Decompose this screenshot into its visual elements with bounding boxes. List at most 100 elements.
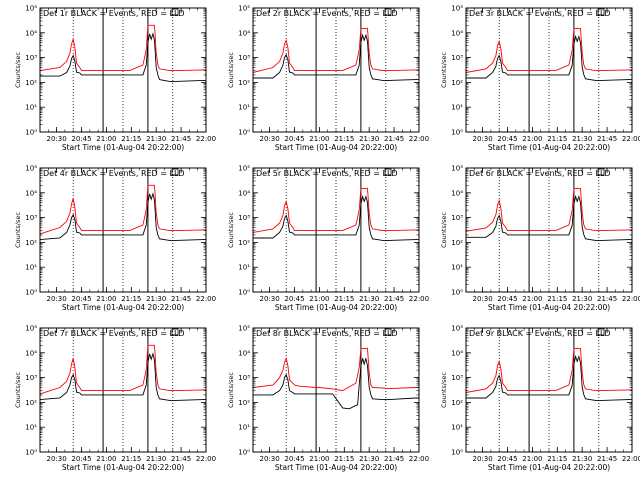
y-axis-label: Counts/sec (440, 52, 448, 88)
x-tick-label: 21:45 (384, 295, 404, 303)
y-tick-label: 10⁵ (25, 5, 37, 13)
y-tick-label: 10⁵ (238, 165, 250, 173)
panel-title: Det 2r BLACK = Events, RED = LLD (256, 9, 398, 18)
panel-title: Det 3r BLACK = Events, RED = LLD (469, 9, 611, 18)
y-tick-label: 10⁴ (451, 29, 463, 37)
y-tick-label: 10¹ (451, 424, 463, 432)
y-tick-label: 10⁵ (25, 165, 37, 173)
x-tick-label: 20:30 (473, 455, 493, 463)
x-tick-label: 22:00 (196, 455, 216, 463)
x-tick-label: 21:00 (309, 455, 329, 463)
x-axis-label: Start Time (01-Aug-04 20:22:00) (275, 143, 397, 152)
x-tick-label: 21:15 (334, 455, 354, 463)
panel-det-1: Det 1r BLACK = Events, RED = LLD 10⁰ 10¹ 10… (14, 5, 216, 153)
y-tick-label: 10⁰ (238, 129, 250, 137)
panel-title: Det 9r BLACK = Events, RED = LLD (469, 329, 611, 338)
x-tick-label: 20:45 (284, 455, 304, 463)
y-axis-label: Counts/sec (14, 212, 22, 248)
x-tick-label: 21:00 (96, 135, 116, 143)
y-tick-label: 10⁰ (238, 289, 250, 297)
y-tick-label: 10⁴ (451, 349, 463, 357)
x-tick-label: 22:00 (409, 135, 429, 143)
y-tick-label: 10¹ (238, 104, 250, 112)
y-tick-label: 10³ (451, 214, 463, 222)
lld-series-line (39, 184, 206, 235)
y-tick-label: 10² (238, 79, 250, 87)
y-tick-label: 10⁰ (238, 449, 250, 457)
x-tick-label: 20:45 (497, 135, 517, 143)
y-tick-label: 10⁴ (25, 349, 37, 357)
legend-box (597, 328, 605, 336)
x-tick-label: 21:15 (121, 455, 141, 463)
y-tick-label: 10⁴ (451, 189, 463, 197)
y-axis-label: Counts/sec (440, 372, 448, 408)
x-tick-label: 20:30 (260, 455, 280, 463)
x-tick-label: 21:30 (572, 455, 592, 463)
panel-det-2: Det 2r BLACK = Events, RED = LLD 10⁰ 10¹ 10… (227, 5, 429, 153)
y-tick-label: 10² (238, 399, 250, 407)
y-tick-label: 10⁰ (25, 289, 37, 297)
panel-title: Det 4r BLACK = Events, RED = LLD (43, 169, 185, 178)
events-series-line (39, 352, 206, 401)
panel-det-6: Det 6r BLACK = Events, RED = LLD 10⁰ 10¹ 10… (440, 165, 640, 313)
panel-det-3: Det 3r BLACK = Events, RED = LLD 10⁰ 10¹ 10… (440, 5, 640, 153)
x-tick-label: 22:00 (409, 295, 429, 303)
x-tick-label: 21:45 (597, 135, 617, 143)
panel-det-5: Det 5r BLACK = Events, RED = LLD 10⁰ 10¹ 10… (227, 165, 429, 313)
y-tick-label: 10⁰ (451, 449, 463, 457)
events-series-line (466, 34, 632, 81)
x-tick-label: 21:30 (572, 295, 592, 303)
panel-title: Det 8r BLACK = Events, RED = LLD (256, 329, 398, 338)
y-tick-label: 10⁰ (25, 129, 37, 137)
x-tick-label: 21:45 (384, 135, 404, 143)
y-tick-label: 10⁴ (25, 189, 37, 197)
x-tick-label: 21:00 (96, 295, 116, 303)
events-series-line (253, 33, 419, 81)
panel-title: Det 5r BLACK = Events, RED = LLD (256, 169, 398, 178)
x-tick-label: 20:45 (71, 295, 91, 303)
y-tick-label: 10³ (238, 214, 250, 222)
x-tick-label: 22:00 (409, 455, 429, 463)
legend-box (171, 328, 179, 336)
y-tick-label: 10³ (451, 374, 463, 382)
x-tick-label: 21:00 (522, 135, 542, 143)
y-tick-label: 10⁴ (238, 29, 250, 37)
x-tick-label: 20:45 (71, 455, 91, 463)
y-tick-label: 10² (451, 79, 463, 87)
events-series-line (466, 354, 632, 401)
lld-series-line (465, 187, 632, 232)
x-tick-label: 21:30 (146, 135, 166, 143)
y-tick-label: 10⁵ (238, 5, 250, 13)
lld-series-line (252, 187, 419, 233)
x-tick-label: 22:00 (622, 295, 640, 303)
lld-series-line (39, 24, 206, 72)
x-tick-label: 22:00 (622, 455, 640, 463)
y-tick-label: 10² (451, 239, 463, 247)
x-tick-label: 20:45 (284, 295, 304, 303)
x-tick-label: 21:45 (171, 455, 191, 463)
x-tick-label: 21:45 (384, 455, 404, 463)
x-tick-label: 21:15 (547, 135, 567, 143)
x-tick-label: 20:30 (473, 135, 493, 143)
x-tick-label: 20:30 (47, 135, 67, 143)
panel-det-9: Det 9r BLACK = Events, RED = LLD 10⁰ 10¹ 10… (440, 325, 640, 473)
events-series-line (466, 194, 632, 241)
x-tick-label: 21:00 (522, 295, 542, 303)
lld-series-line (39, 344, 206, 395)
y-tick-label: 10² (238, 239, 250, 247)
y-axis-label: Counts/sec (14, 52, 22, 88)
x-tick-label: 22:00 (196, 295, 216, 303)
x-tick-label: 21:15 (121, 295, 141, 303)
y-axis-label: Counts/sec (227, 212, 235, 248)
x-axis-label: Start Time (01-Aug-04 20:22:00) (488, 463, 610, 472)
lld-series-line (465, 27, 632, 73)
y-axis-label: Counts/sec (227, 52, 235, 88)
x-axis-label: Start Time (01-Aug-04 20:22:00) (275, 303, 397, 312)
x-tick-label: 21:30 (572, 135, 592, 143)
legend-box (384, 328, 392, 336)
lld-series-line (252, 347, 419, 392)
legend-box (597, 8, 605, 16)
x-tick-label: 20:45 (71, 135, 91, 143)
x-tick-label: 20:30 (47, 455, 67, 463)
